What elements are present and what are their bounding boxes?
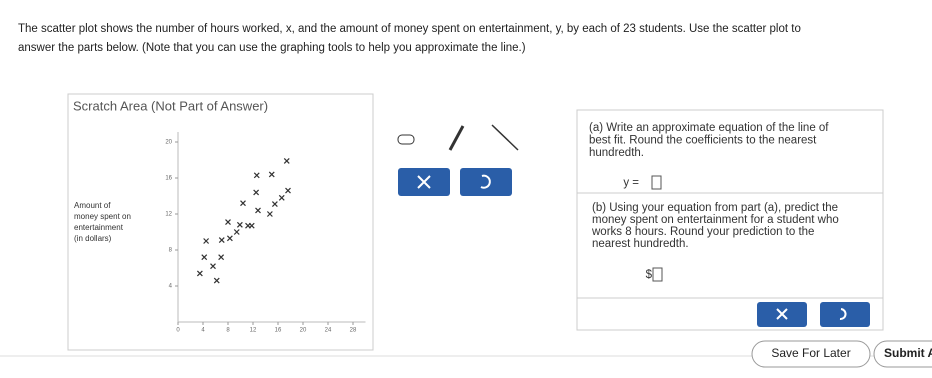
part-b-text: money spent on entertainment for a stude…	[592, 214, 839, 226]
data-point	[236, 221, 243, 228]
data-point	[253, 189, 260, 196]
data-point	[203, 238, 210, 244]
x-tick-label: 16	[275, 328, 282, 334]
y-axis-label: Amount of	[74, 201, 111, 210]
data-point	[218, 254, 225, 261]
x-tick-label: 20	[300, 328, 307, 334]
submit-button[interactable]	[873, 340, 932, 368]
data-point	[285, 187, 291, 194]
data-point	[283, 157, 290, 164]
data-point	[218, 237, 225, 244]
y-axis-label: entertainment	[74, 223, 124, 232]
save-button[interactable]	[751, 340, 871, 368]
data-point	[201, 254, 208, 261]
y-tick-label: 12	[165, 212, 172, 218]
scratch-box	[67, 93, 374, 351]
x-tick-label: 12	[250, 328, 257, 334]
part-b-text: (b) Using your equation from part (a), p…	[592, 202, 838, 214]
question-line: answer the parts below. (Note that you c…	[18, 42, 526, 54]
data-point	[196, 270, 203, 277]
undo-button[interactable]	[460, 168, 512, 196]
data-point	[248, 222, 255, 229]
tool-line[interactable]	[491, 124, 519, 151]
x-tick-label: 28	[350, 328, 357, 334]
data-point	[271, 201, 278, 208]
data-point	[255, 207, 261, 214]
data-point	[213, 277, 220, 284]
y-axis-label: money spent on	[74, 212, 131, 221]
toolbar	[397, 124, 519, 196]
data-point	[233, 229, 240, 235]
part-a-text: (a) Write an approximate equation of the…	[589, 122, 829, 134]
x-tick-label: 0	[176, 328, 180, 334]
answer-b-prefix: $	[646, 269, 653, 281]
part-b-text: works 8 hours. Round your prediction to …	[591, 226, 814, 238]
part-b: (b) Using your equation from part (a), p…	[591, 202, 839, 250]
data-point	[266, 211, 273, 217]
data-point	[225, 219, 231, 226]
y-axis-label: (in dollars)	[74, 234, 112, 243]
scratch-title: Scratch Area (Not Part of Answer)	[73, 98, 268, 113]
x-tick-label: 24	[325, 328, 332, 334]
x-tick-label: 8	[226, 328, 230, 334]
answer-b-input[interactable]	[652, 267, 663, 282]
answer-a-input[interactable]	[651, 175, 662, 190]
question-line: The scatter plot shows the number of hou…	[18, 23, 801, 35]
tool-pencil[interactable]	[448, 125, 465, 151]
undo-icon	[480, 174, 491, 189]
clear-icon	[417, 175, 431, 189]
answer-panel	[576, 109, 884, 331]
save-label: Save For Later	[771, 346, 850, 360]
answer-a-prefix: y =	[623, 177, 639, 189]
y-tick-label: 20	[165, 140, 172, 146]
data-point	[253, 172, 260, 179]
y-tick-label: 8	[169, 248, 173, 254]
scatter-plot: Amount of money spent on entertainment (in …	[74, 132, 366, 334]
clear-answer-icon	[776, 308, 788, 320]
part-a-text: best fit. Round the coefficients to the …	[589, 135, 817, 147]
tool-point[interactable]	[397, 134, 415, 145]
x-tick-label: 4	[201, 328, 205, 334]
part-a-text: hundredth.	[589, 147, 644, 159]
y-tick-label: 4	[169, 284, 173, 290]
data-point	[278, 194, 285, 201]
y-tick-label: 16	[165, 176, 172, 182]
data-point	[240, 200, 246, 207]
data-point	[210, 263, 216, 270]
submit-label: Submit A	[884, 346, 932, 360]
part-a: (a) Write an approximate equation of the…	[589, 122, 829, 159]
undo-answer-icon	[839, 308, 847, 320]
data-point	[226, 235, 233, 242]
part-b-text: nearest hundredth.	[592, 238, 689, 250]
data-point	[268, 171, 275, 178]
